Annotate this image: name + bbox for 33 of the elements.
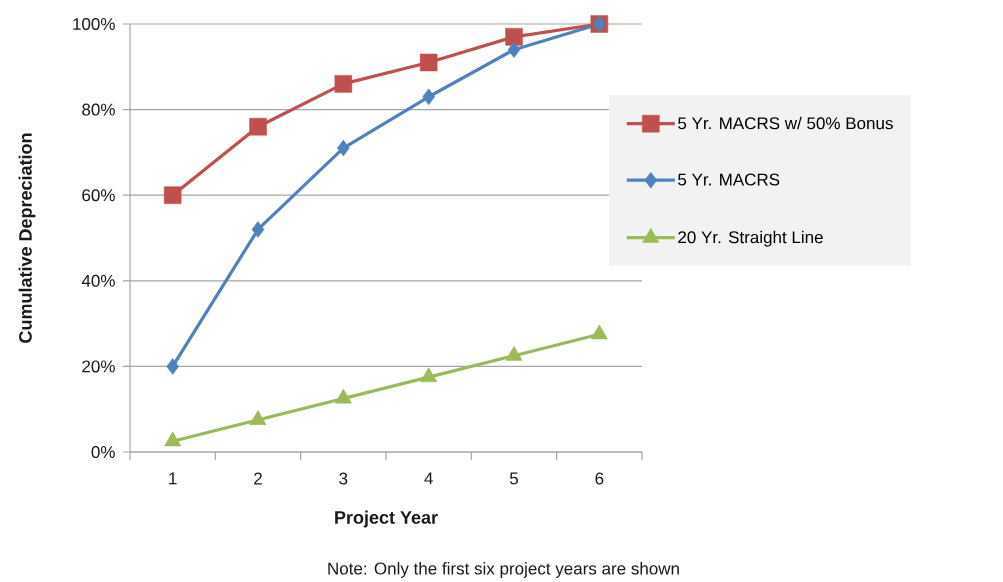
point [337, 139, 350, 157]
x-tick-label: 3 [339, 472, 348, 485]
point [249, 410, 267, 425]
y-tick-label: 100% [73, 17, 115, 31]
point [507, 41, 521, 58]
x-tick-label: 1 [169, 472, 177, 485]
y-axis-title: Cumulative Depreciation [18, 133, 36, 343]
point [249, 117, 267, 136]
point [334, 75, 353, 93]
point [505, 345, 523, 361]
point [334, 388, 352, 404]
point [505, 28, 523, 46]
x-tick-label: 2 [254, 472, 262, 485]
legend-label: 5 Yr. MACRS [678, 173, 780, 186]
x-tick-label: 6 [595, 472, 604, 485]
point [422, 88, 435, 106]
text: Note: Only the first six project years are shown [328, 562, 679, 578]
y-tick-label: 80% [82, 103, 115, 116]
y-tick-label: 40% [81, 274, 115, 287]
y-tick-label: 0% [91, 445, 115, 459]
point [164, 431, 182, 447]
point [420, 367, 438, 383]
x-tick-label: 5 [509, 472, 519, 485]
y-tick-label: 60% [82, 189, 115, 202]
x-tick-label: 4 [424, 472, 433, 485]
point [419, 53, 438, 72]
point [251, 221, 265, 238]
point [163, 186, 182, 204]
point [590, 324, 608, 340]
x-axis-title: Project Year [335, 510, 438, 528]
y-tick-label: 20% [82, 360, 115, 373]
legend-label: 5 Yr. MACRS w/ 50% Bonus [678, 116, 893, 130]
legend-label: 20 Yr. Straight Line [678, 230, 823, 247]
